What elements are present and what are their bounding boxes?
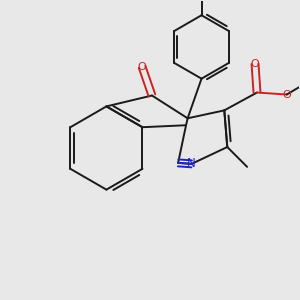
Text: N: N xyxy=(187,158,196,170)
Text: O: O xyxy=(282,89,291,100)
Text: O: O xyxy=(250,59,260,69)
Text: O: O xyxy=(138,62,146,72)
